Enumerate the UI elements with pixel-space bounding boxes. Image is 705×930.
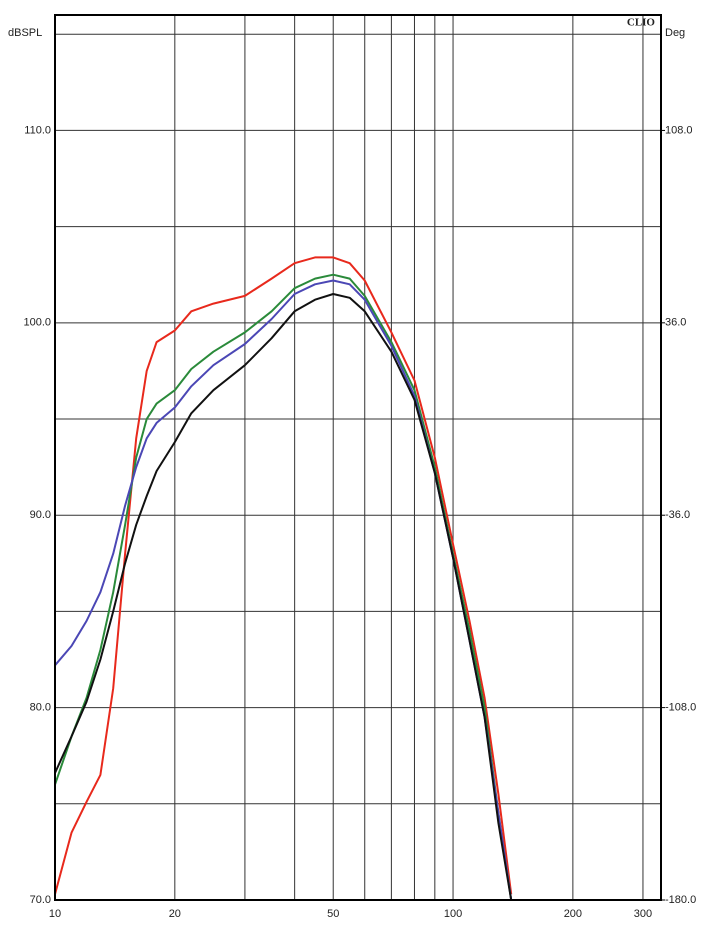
x-tick-label: 100 <box>444 908 462 920</box>
y-tick-label: 100.0 <box>23 317 51 329</box>
x-tick-label: 20 <box>169 908 181 920</box>
series-line <box>55 293 513 900</box>
x-tick-label: 300 <box>634 908 652 920</box>
y2-tick-label: 108.0 <box>665 124 693 136</box>
plot-frame <box>54 14 662 901</box>
y-tick-label: 80.0 <box>30 702 51 714</box>
y2-tick-label: -108.0 <box>665 702 696 714</box>
y-tick-label: 70.0 <box>30 894 51 906</box>
x-tick-label: 10 <box>49 908 61 920</box>
y-axis-label: dBSPL <box>8 27 42 39</box>
y-tick-label: 90.0 <box>30 509 51 521</box>
brand: CLIO <box>627 17 656 29</box>
x-tick-label: 200 <box>564 908 582 920</box>
y2-tick-label: -36.0 <box>665 509 690 521</box>
x-tick-label: 50 <box>327 908 339 920</box>
y2-tick-label: 36.0 <box>665 317 686 329</box>
y2-axis-label: Deg <box>665 27 685 39</box>
plot-lines <box>55 256 513 900</box>
y2-tick-label: -180.0 <box>665 894 696 906</box>
series-line <box>55 256 513 895</box>
y-tick-label: 110.0 <box>24 124 51 136</box>
